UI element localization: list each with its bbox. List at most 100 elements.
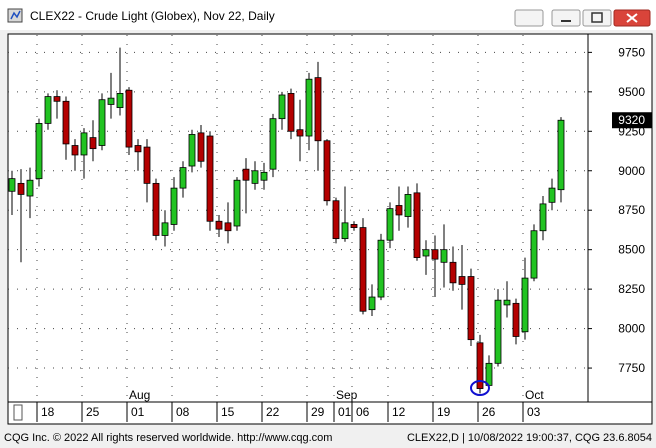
candle-body — [116, 93, 124, 109]
candle-body — [188, 134, 196, 167]
x-tick-label: 06 — [356, 405, 370, 419]
y-tick-label: 9750 — [618, 45, 645, 59]
candle-body — [431, 249, 439, 260]
x-tick-label: 29 — [311, 405, 325, 419]
candle-body — [440, 249, 448, 263]
candle-body — [278, 94, 286, 120]
close-glyph — [626, 13, 638, 23]
x-tick-label: 22 — [266, 405, 280, 419]
candle-body — [395, 205, 403, 216]
candle-body — [35, 122, 43, 180]
x-tick-label: 01 — [131, 405, 145, 419]
minimize-button[interactable] — [551, 9, 581, 27]
candle-body — [89, 137, 97, 150]
candle-body — [386, 208, 394, 241]
candle-body — [512, 302, 520, 337]
y-tick-label: 9500 — [618, 85, 645, 99]
x-tick-label: 19 — [437, 405, 451, 419]
candle-body — [143, 146, 151, 184]
candle-body — [341, 222, 349, 240]
price-axis — [587, 33, 653, 403]
x-tick-label: 15 — [221, 405, 235, 419]
time-axis — [7, 401, 653, 425]
candle-body — [224, 222, 232, 232]
month-label: Oct — [525, 388, 544, 402]
candle-body — [449, 261, 457, 284]
candles: 9320 — [8, 47, 652, 394]
candle-body — [485, 362, 493, 386]
y-tick-label: 8250 — [618, 282, 645, 296]
candle-body — [467, 276, 475, 341]
candle-body — [404, 194, 412, 217]
window-title: CLEX22 - Crude Light (Globex), Nov 22, D… — [30, 9, 275, 23]
candle-body — [98, 99, 106, 146]
candle-body — [80, 132, 88, 156]
x-tick-label: 01 — [338, 405, 352, 419]
candle-body — [107, 97, 115, 105]
candle-body — [503, 299, 511, 306]
candle-body — [242, 168, 250, 181]
footer-status: CLEX22,D | 10/08/2022 19:00:37, CQG 23.6… — [407, 432, 652, 444]
candle-body — [269, 118, 277, 170]
candle-body — [476, 342, 484, 389]
title-bar — [0, 0, 656, 30]
candle-body — [332, 200, 340, 240]
candle-body — [314, 77, 322, 142]
x-tick-label: 12 — [392, 405, 406, 419]
candle-body — [548, 187, 556, 203]
link-button[interactable] — [514, 9, 544, 27]
month-label: Aug — [129, 388, 150, 402]
candle-body — [413, 192, 421, 258]
candle-body — [260, 171, 268, 181]
candle-body — [296, 129, 304, 137]
x-tick-label: 03 — [527, 405, 541, 419]
candle-body — [53, 96, 61, 102]
maximize-button[interactable] — [582, 9, 612, 27]
last-price-box — [612, 112, 652, 129]
x-tick-label: 08 — [176, 405, 190, 419]
candle-body — [557, 119, 565, 191]
candle-body — [134, 145, 142, 153]
x-tick-label: 25 — [86, 405, 100, 419]
candle-body — [233, 179, 241, 227]
candle-body — [287, 93, 295, 132]
axis-scroll-box[interactable] — [13, 404, 23, 421]
y-tick-label: 8750 — [618, 203, 645, 217]
maximize-glyph — [591, 12, 603, 23]
y-tick-label: 9000 — [618, 164, 645, 178]
candle-body — [161, 222, 169, 236]
candle-body — [521, 277, 529, 333]
y-tick-label: 7750 — [618, 361, 645, 375]
x-tick-label: 18 — [41, 405, 55, 419]
month-label: Sep — [336, 388, 358, 402]
candle-body — [377, 239, 385, 298]
y-tick-label: 8500 — [618, 243, 645, 257]
candle-body — [368, 296, 376, 311]
candle-body — [251, 170, 259, 184]
candle-body — [62, 100, 70, 145]
x-tick-label: 26 — [482, 405, 496, 419]
candle-body — [197, 132, 205, 162]
low-highlight-circle — [470, 380, 490, 396]
candle-body — [530, 230, 538, 279]
candle-body — [125, 89, 133, 148]
candle-body — [152, 182, 160, 236]
candle-body — [17, 182, 25, 195]
candle-body — [8, 178, 16, 192]
candle-body — [350, 224, 358, 228]
candle-body — [359, 227, 367, 312]
candle-body — [494, 299, 502, 364]
y-tick-label: 8000 — [618, 322, 645, 336]
candle-body — [215, 220, 223, 230]
last-price-label: 9320 — [618, 113, 645, 127]
candle-body — [539, 203, 547, 232]
app-icon-glyph — [10, 10, 21, 20]
candle-body — [71, 145, 79, 156]
candle-body — [26, 179, 34, 197]
candle-body — [170, 187, 178, 225]
candle-body — [179, 167, 187, 189]
candle-body — [458, 276, 466, 285]
candle-body — [305, 78, 313, 137]
